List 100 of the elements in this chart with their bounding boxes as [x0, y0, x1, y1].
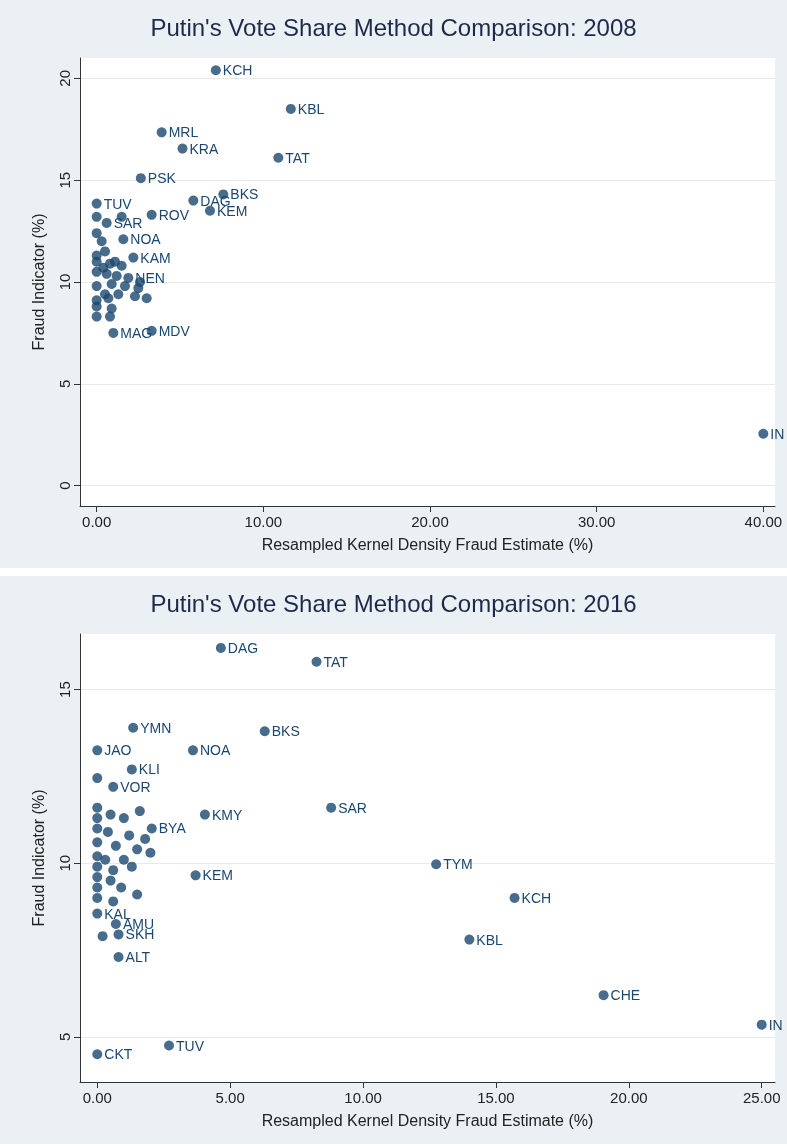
- annotation: KRA: [189, 140, 219, 157]
- y-tick-label: 5: [56, 379, 73, 388]
- point: [108, 865, 119, 876]
- point: [311, 656, 322, 667]
- annotation: MDV: [158, 322, 191, 339]
- x-tick-label: 0.00: [82, 1089, 112, 1106]
- point: [118, 854, 129, 865]
- x-tick-label: 10.00: [244, 513, 283, 530]
- annotation: VOR: [120, 778, 151, 795]
- annotation: KAM: [140, 249, 171, 266]
- point: [103, 293, 114, 304]
- point: [110, 840, 121, 851]
- point: [598, 990, 609, 1001]
- annotation: KCH: [521, 889, 552, 906]
- point: [118, 813, 129, 824]
- point: [199, 809, 210, 820]
- point: [91, 311, 102, 322]
- point: [91, 256, 102, 267]
- y-tick-label: 5: [56, 1032, 73, 1042]
- annotation: IN: [770, 425, 785, 442]
- point: [100, 854, 111, 865]
- point: [164, 1040, 175, 1051]
- point: [210, 65, 221, 76]
- annotation: TUV: [176, 1037, 205, 1054]
- annotation: KLI: [138, 761, 160, 778]
- point: [259, 726, 270, 737]
- point: [126, 861, 137, 872]
- point: [91, 228, 102, 239]
- point: [188, 195, 199, 206]
- annotation: KEM: [202, 867, 233, 884]
- annotation: DAG: [227, 639, 259, 656]
- point: [92, 813, 103, 824]
- annotation: KBL: [297, 100, 325, 117]
- y-tick-label: 0: [56, 481, 73, 490]
- point: [92, 872, 103, 883]
- point: [128, 252, 139, 263]
- point: [132, 844, 143, 855]
- point: [135, 173, 146, 184]
- chart-title: Putin's Vote Share Method Comparison: 2016: [150, 589, 637, 617]
- point: [91, 198, 102, 209]
- point: [273, 152, 284, 163]
- point: [126, 764, 137, 775]
- chart-title: Putin's Vote Share Method Comparison: 2008: [150, 13, 637, 41]
- annotation: ALT: [125, 948, 151, 965]
- annotation: YMN: [140, 719, 172, 736]
- annotation: ROV: [158, 206, 190, 223]
- point: [146, 209, 157, 220]
- point: [128, 722, 139, 733]
- point: [141, 293, 152, 304]
- point: [190, 870, 201, 881]
- y-axis-title: Fraud Indicator (%): [29, 789, 47, 927]
- point: [120, 281, 130, 292]
- point: [91, 301, 102, 312]
- annotation: CHE: [610, 987, 641, 1004]
- point: [92, 851, 103, 862]
- point: [130, 291, 140, 302]
- point: [91, 211, 102, 222]
- point: [92, 1049, 103, 1060]
- point: [92, 908, 103, 919]
- annotation: SAR: [338, 799, 367, 816]
- point: [132, 889, 143, 900]
- annotation: MRL: [168, 124, 199, 141]
- point: [102, 826, 113, 837]
- point: [105, 809, 116, 820]
- annotation: PSK: [147, 170, 177, 187]
- annotation: KMY: [211, 806, 243, 823]
- x-tick-label: 10.00: [344, 1089, 382, 1106]
- point: [326, 802, 337, 813]
- point: [113, 289, 124, 300]
- point: [108, 896, 119, 907]
- point: [187, 745, 198, 756]
- point: [91, 281, 102, 292]
- annotation: TYM: [443, 856, 473, 873]
- point: [464, 934, 475, 945]
- point: [431, 859, 442, 870]
- annotation: BYA: [158, 820, 187, 837]
- point: [106, 303, 117, 314]
- point: [215, 642, 226, 653]
- point: [116, 882, 127, 893]
- annotation: JAO: [104, 742, 132, 759]
- y-axis-title: Fraud Indicator (%): [29, 213, 47, 351]
- x-tick-label: 15.00: [477, 1089, 515, 1106]
- point: [92, 802, 103, 813]
- x-tick-label: 40.00: [744, 513, 783, 530]
- x-axis-title: Resampled Kernel Density Fraud Estimate (%): [261, 1111, 594, 1129]
- y-tick-label: 15: [56, 171, 73, 189]
- point: [108, 781, 119, 792]
- point: [134, 806, 145, 817]
- point: [92, 837, 103, 848]
- annotation: IN: [768, 1016, 783, 1033]
- point: [509, 892, 520, 903]
- point: [140, 833, 151, 844]
- point: [118, 234, 129, 245]
- point: [113, 951, 124, 962]
- point: [124, 830, 135, 841]
- annotation: TAT: [323, 653, 349, 670]
- annotation: KBL: [476, 931, 504, 948]
- point: [92, 745, 103, 756]
- point: [146, 823, 157, 834]
- annotation: KCH: [222, 62, 253, 79]
